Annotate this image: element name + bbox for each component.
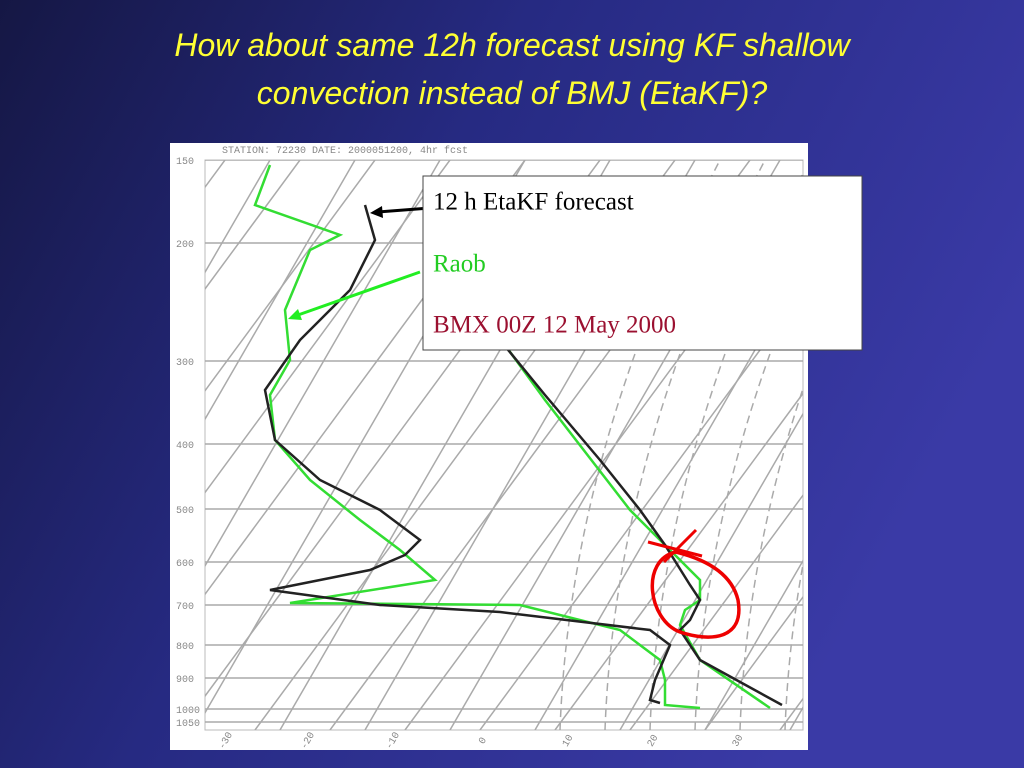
temperature-label: 20	[646, 733, 662, 749]
moist-adiabat	[739, 386, 803, 730]
isotherm	[704, 559, 803, 730]
isotherm	[534, 265, 803, 730]
temperature-label: 30	[731, 733, 747, 749]
title-line: convection instead of BMJ (EtaKF)?	[257, 75, 768, 111]
isotherm	[205, 160, 271, 274]
moist-adiabat	[649, 172, 803, 730]
pressure-label: 1050	[176, 719, 200, 730]
pressure-label: 500	[176, 506, 194, 517]
skewt-header: STATION: 72230 DATE: 2000051200, 4hr fcs…	[222, 145, 468, 157]
legend-item: 12 h EtaKF forecast	[433, 189, 634, 216]
dry-adiabat	[205, 160, 376, 392]
raob-temperature	[503, 344, 771, 710]
raob-dewpoint	[253, 164, 701, 710]
pressure-label: 1000	[176, 706, 200, 717]
pressure-label: 150	[176, 157, 194, 168]
moist-adiabat	[604, 160, 766, 730]
temperature-label: 0	[477, 736, 490, 747]
legend-box	[422, 175, 863, 351]
red-x	[662, 528, 698, 564]
annotations	[288, 206, 741, 639]
dry-adiabat	[205, 160, 301, 291]
title-line: How about same 12h forecast using KF sha…	[174, 27, 851, 63]
pressure-label: 600	[176, 559, 194, 570]
arrow-raob	[297, 270, 421, 317]
legend-item: BMX 00Z 12 May 2000	[433, 312, 676, 339]
pressure-label: 700	[176, 602, 194, 613]
pressure-label: 900	[176, 675, 194, 686]
temperature-label: 10	[561, 733, 577, 749]
isotherm	[205, 160, 441, 568]
arrow-head	[370, 206, 383, 218]
pressure-label: 300	[176, 358, 194, 369]
soundings	[253, 164, 783, 710]
dry-adiabat	[479, 290, 803, 730]
legend-item: Raob	[433, 251, 486, 278]
dry-adiabat	[205, 160, 451, 494]
etakf-dewpoint	[263, 204, 672, 705]
moist-adiabat	[694, 268, 803, 730]
red-circle	[650, 550, 741, 639]
dry-adiabat	[704, 595, 803, 730]
pressure-label: 400	[176, 441, 194, 452]
pressure-label: 800	[176, 642, 194, 653]
arrow-forecast	[377, 206, 431, 214]
moist-adiabat	[784, 560, 803, 730]
arrow-head	[288, 309, 302, 320]
pressure-label: 200	[176, 240, 194, 251]
etakf-temperature	[499, 339, 783, 707]
moist-adiabat	[559, 160, 721, 730]
isotherm	[205, 160, 356, 421]
